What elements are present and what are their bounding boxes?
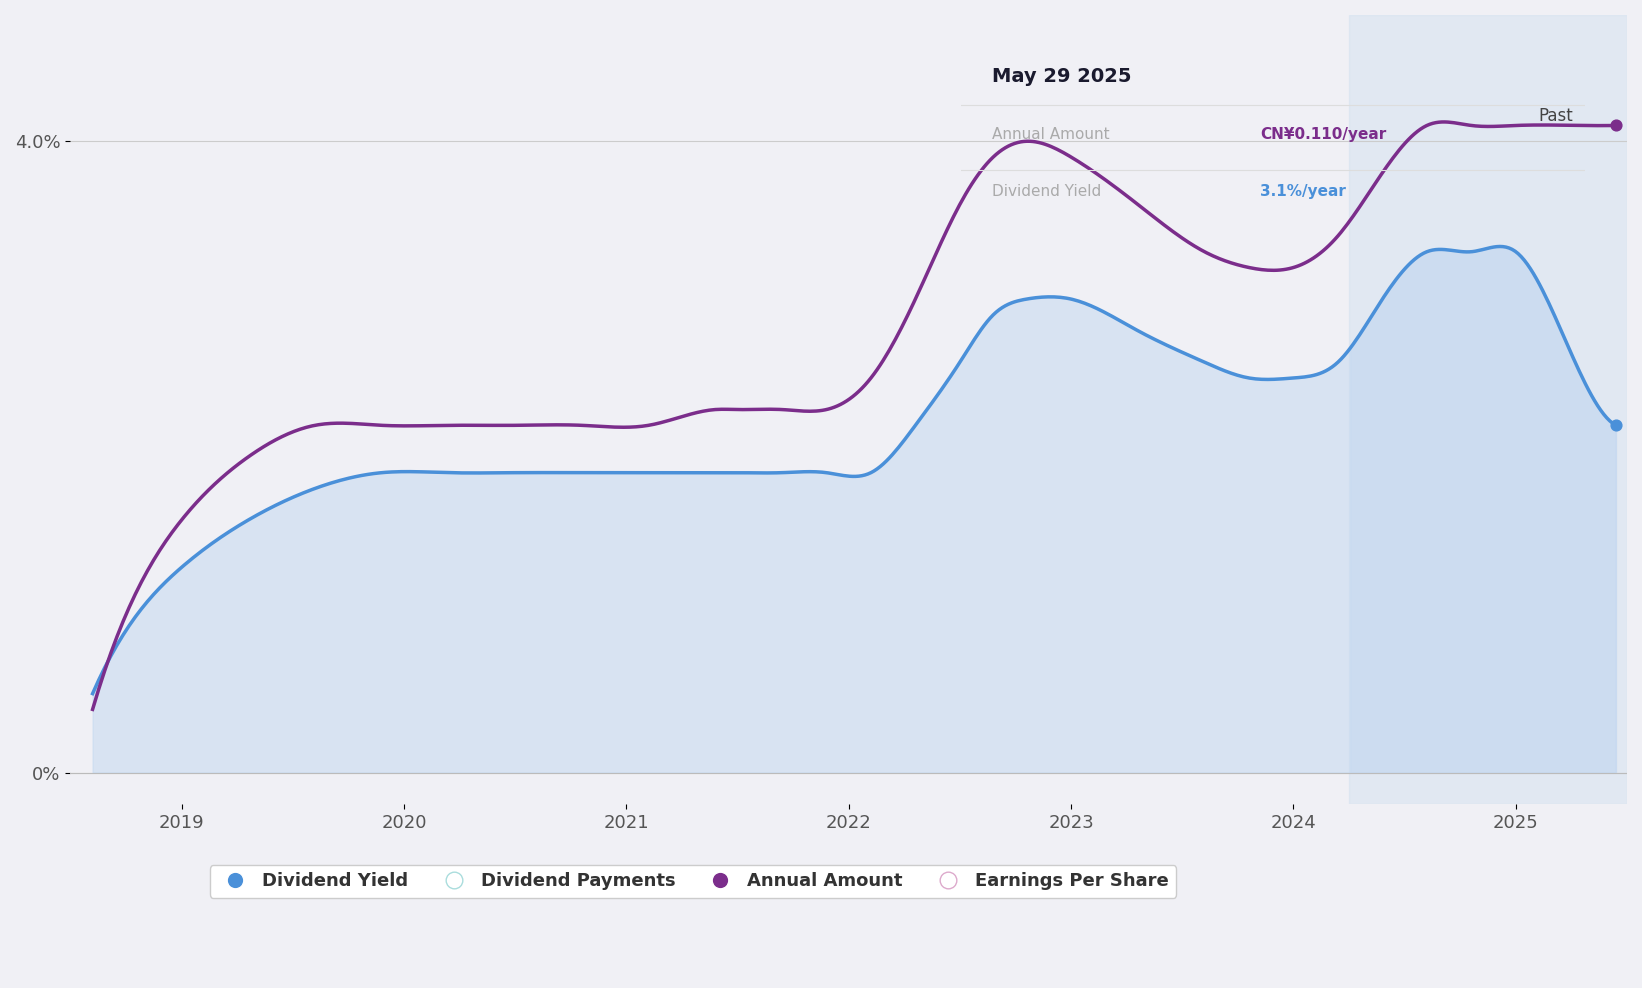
- Text: Past: Past: [1539, 108, 1573, 125]
- Text: 3.1%/year: 3.1%/year: [1259, 184, 1346, 199]
- Point: [1603, 118, 1629, 133]
- Text: CN¥0.110/year: CN¥0.110/year: [1259, 127, 1386, 142]
- Text: May 29 2025: May 29 2025: [992, 67, 1131, 86]
- Legend: Dividend Yield, Dividend Payments, Annual Amount, Earnings Per Share: Dividend Yield, Dividend Payments, Annua…: [210, 865, 1176, 898]
- Bar: [1350, 15, 1627, 804]
- Text: Dividend Yield: Dividend Yield: [992, 184, 1102, 199]
- Point: [1603, 417, 1629, 433]
- Text: Annual Amount: Annual Amount: [992, 127, 1110, 142]
